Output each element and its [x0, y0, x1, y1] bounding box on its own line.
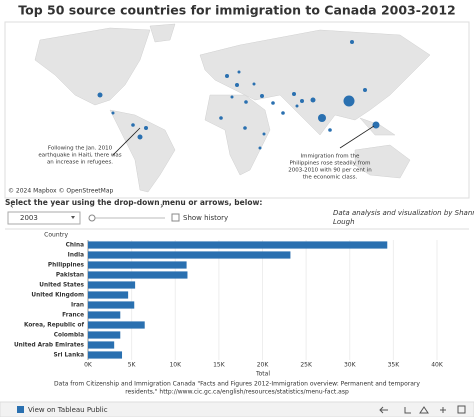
- y-tick-label: Sri Lanka: [53, 353, 84, 359]
- y-tick-label: United States: [39, 283, 84, 289]
- x-tick-label: 40K: [431, 362, 444, 369]
- map: Following the Jan. 2010 earthquake in Ha…: [4, 21, 470, 199]
- y-tick-label: United Kingdom: [31, 293, 84, 299]
- credit: Data analysis and visualization by Shann…: [333, 209, 474, 217]
- bar: [88, 321, 145, 329]
- category-header: Country: [44, 232, 68, 239]
- y-tick-label: Colombia: [54, 333, 84, 339]
- attribution: © 2024 Mapbox © OpenStreetMap: [8, 188, 114, 195]
- bar: [88, 271, 188, 279]
- annotation: earthquake in Haiti, there was: [38, 153, 121, 159]
- prev-arrow[interactable]: ‹: [10, 202, 14, 212]
- bar: [88, 251, 291, 259]
- map-points: [97, 40, 380, 150]
- y-tick-label: United Arab Emirates: [14, 343, 85, 349]
- slider-thumb[interactable]: [88, 214, 96, 222]
- y-tick-label: Pakistan: [56, 273, 84, 279]
- x-tick-label: 0K: [84, 362, 93, 369]
- x-tick-label: 15K: [213, 362, 226, 369]
- x-axis-title: Total: [255, 371, 270, 378]
- y-tick-label: China: [66, 243, 84, 249]
- source: residents," http://www.cic.gc.ca/english…: [125, 389, 349, 396]
- instruction: Select the year using the drop-down menu…: [5, 198, 262, 207]
- annotation: Philippines rose steadily from: [289, 161, 370, 167]
- y-tick-label: Korea, Republic of: [24, 323, 85, 329]
- bar: [88, 351, 123, 359]
- bar: [88, 291, 129, 299]
- x-tick-label: 35K: [388, 362, 401, 369]
- bar: [88, 281, 136, 289]
- source: Data from Citizenship and Immigration Ca…: [54, 381, 420, 388]
- footer-bar: [0, 401, 474, 417]
- checkbox-label: Show history: [183, 214, 228, 222]
- annotation: an increase in refugees.: [47, 160, 113, 166]
- bar: [88, 241, 388, 249]
- toolbar-icons[interactable]: [379, 405, 466, 414]
- land: [34, 23, 431, 193]
- bar: [88, 261, 187, 269]
- annotation: 2003-2010 with 90 per cent in: [288, 168, 372, 174]
- year-value: 2003: [20, 214, 38, 222]
- bar: [88, 301, 135, 309]
- annotation-arrow: [112, 127, 141, 156]
- x-tick-label: 25K: [300, 362, 313, 369]
- annotation-arrow: [339, 125, 375, 149]
- x-tick-label: 5K: [128, 362, 137, 369]
- annotation: the economic class.: [303, 175, 358, 181]
- y-tick-label: Iran: [71, 303, 84, 309]
- y-tick-label: France: [62, 313, 84, 319]
- tableau-icon: [17, 406, 24, 413]
- checkbox[interactable]: [171, 213, 180, 222]
- title: Top 50 source countries for immigration …: [18, 3, 456, 18]
- footer-link[interactable]: View on Tableau Public: [28, 406, 108, 414]
- y-tick-label: India: [68, 253, 84, 259]
- bar-chart: 0K 5K 10K 15K 20K 25K 30K 35K 40K China India Phili…: [14, 240, 444, 369]
- year-dropdown[interactable]: [7, 211, 81, 225]
- y-tick-label: Philippines: [48, 263, 85, 269]
- dropdown-caret: [71, 216, 75, 219]
- x-tick-label: 10K: [169, 362, 182, 369]
- annotation: Immigration from the: [301, 154, 360, 160]
- credit: Lough: [333, 218, 355, 226]
- x-tick-label: 20K: [257, 362, 270, 369]
- x-tick-label: 30K: [344, 362, 357, 369]
- bar: [88, 311, 121, 319]
- bar: [88, 331, 121, 339]
- annotation: Following the Jan. 2010: [48, 146, 113, 152]
- next-arrow[interactable]: ›: [160, 202, 164, 212]
- bar: [88, 341, 115, 349]
